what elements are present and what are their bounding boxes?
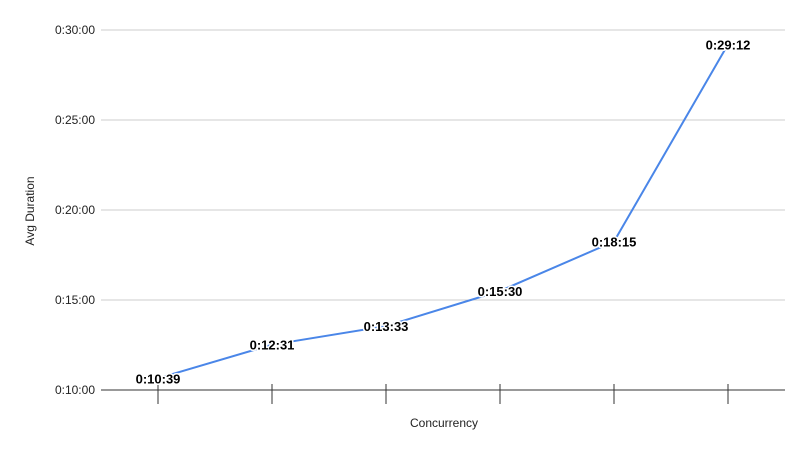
data-label: 0:15:30 bbox=[478, 284, 523, 299]
x-axis-title: Concurrency bbox=[410, 416, 478, 430]
y-tick-label: 0:25:00 bbox=[55, 113, 95, 127]
x-axis bbox=[157, 384, 729, 404]
data-point bbox=[156, 376, 160, 380]
series-1 bbox=[156, 42, 730, 380]
y-tick-label: 0:15:00 bbox=[55, 293, 95, 307]
y-tick-label: 0:30:00 bbox=[55, 23, 95, 37]
data-point bbox=[612, 240, 616, 243]
data-label: 0:13:33 bbox=[364, 319, 409, 334]
data-label: 0:12:31 bbox=[250, 338, 295, 353]
data-point bbox=[726, 42, 730, 46]
y-tick-label: 0:20:00 bbox=[55, 203, 95, 217]
data-point bbox=[270, 343, 274, 347]
data-point bbox=[498, 289, 502, 293]
data-label: 0:18:15 bbox=[592, 235, 637, 250]
data-point bbox=[384, 324, 388, 328]
gridlines: 0:10:00 0:15:00 0:20:00 0:25:00 0:30:00 bbox=[55, 23, 785, 397]
data-labels: 0:10:39 0:12:31 0:13:33 0:15:30 0:18:15 0:29:… bbox=[134, 36, 752, 388]
data-label: 0:29:12 bbox=[706, 37, 751, 52]
data-label: 0:10:39 bbox=[136, 371, 181, 386]
y-axis-title: Avg Duration bbox=[23, 176, 37, 245]
series-line bbox=[157, 43, 729, 380]
y-tick-label: 0:10:00 bbox=[55, 383, 95, 397]
